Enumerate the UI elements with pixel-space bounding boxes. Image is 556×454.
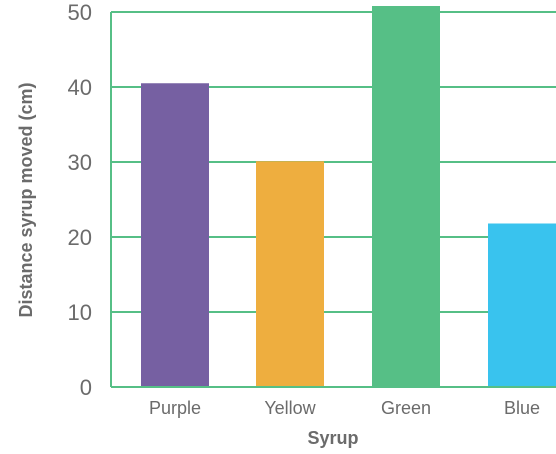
x-axis-title: Syrup: [307, 428, 358, 448]
x-category-label-purple: Purple: [149, 398, 201, 418]
y-tick-label-10: 10: [68, 300, 92, 325]
x-category-labels: Purple Yellow Green Blue: [149, 398, 540, 418]
x-category-label-green: Green: [381, 398, 431, 418]
y-axis-title: Distance syrup moved (cm): [16, 82, 36, 317]
bar-purple: [141, 83, 209, 387]
bar-green: [372, 6, 440, 387]
y-tick-label-0: 0: [80, 375, 92, 400]
y-tick-label-30: 30: [68, 150, 92, 175]
y-tick-label-40: 40: [68, 75, 92, 100]
y-tick-label-50: 50: [68, 0, 92, 25]
bar-yellow: [256, 161, 324, 387]
x-category-label-yellow: Yellow: [264, 398, 316, 418]
x-category-label-blue: Blue: [504, 398, 540, 418]
bars: [141, 6, 556, 387]
y-tick-label-20: 20: [68, 225, 92, 250]
bar-blue: [488, 223, 556, 387]
y-tick-labels: 0 10 20 30 40 50: [68, 0, 92, 400]
